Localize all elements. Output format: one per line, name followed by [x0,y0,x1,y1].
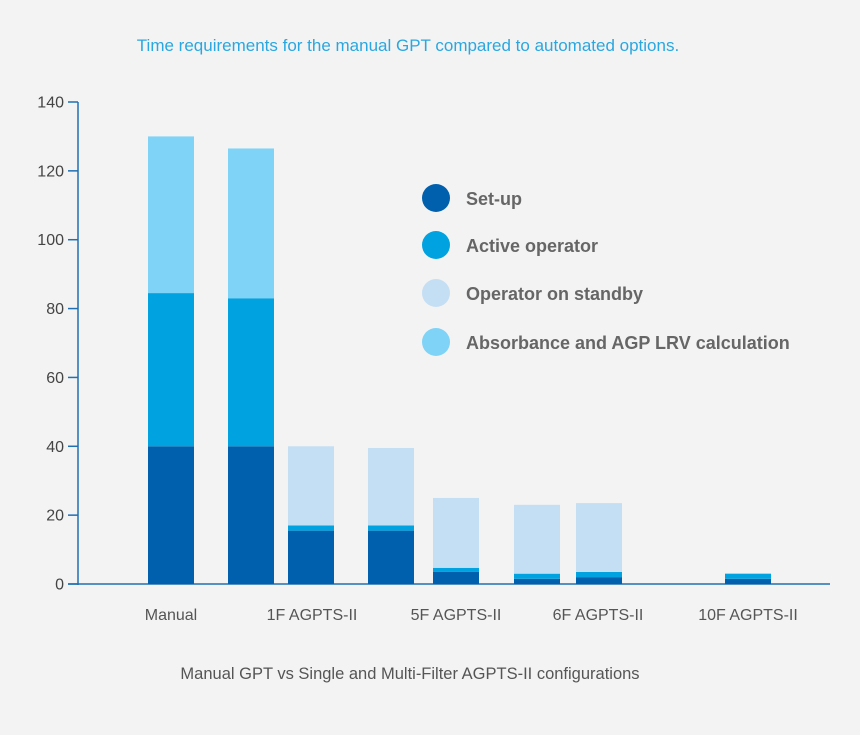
bar-segment-active-operator [228,298,274,447]
legend-swatch [422,328,450,356]
bar-segment-set-up [228,446,274,584]
bar-segment-active-operator [725,573,771,579]
legend-label: Active operator [466,236,598,256]
axes: 0 20 40 60 80 100 120 140 Manual 1F AGPTS-II 5F AG… [37,95,830,624]
x-category-label: 1F AGPTS-II [267,607,358,624]
legend-label: Operator on standby [466,284,643,304]
bar-stack [228,148,274,584]
x-category-label: 5F AGPTS-II [411,607,502,624]
bar-segment-active-operator [576,571,622,578]
bar-stack [288,446,334,584]
legend-label: Set-up [466,189,522,209]
legend-swatch [422,279,450,307]
legend: Set-up Active operator Operator on standby… [422,184,790,356]
x-category-label: 6F AGPTS-II [553,607,644,624]
bar-segment-active-operator [288,525,334,531]
y-tick-label: 100 [37,232,64,249]
y-tick-label: 60 [46,370,64,387]
bar-segment-absorbance-and-agp-lrv-calculation [228,148,274,299]
y-tick-label: 140 [37,95,64,112]
bars [148,136,771,584]
bar-segment-set-up [368,530,414,584]
legend-swatch [422,184,450,212]
bar-stack [368,448,414,584]
bar-segment-operator-on-standby [576,503,622,572]
y-tick-label: 120 [37,163,64,180]
bar-stack [514,504,560,584]
bar-stack [148,136,194,584]
bar-stack [433,497,479,584]
bar-stack [576,503,622,584]
y-tick-label: 80 [46,301,64,318]
legend-swatch [422,231,450,259]
bar-segment-absorbance-and-agp-lrv-calculation [148,136,194,294]
bar-segment-set-up [725,578,771,584]
y-tick-label: 0 [55,577,64,594]
bar-segment-operator-on-standby [288,446,334,526]
bar-segment-set-up [433,571,479,584]
x-category-label: Manual [145,607,197,624]
bar-segment-set-up [148,446,194,584]
bar-segment-operator-on-standby [368,448,414,526]
y-tick-label: 20 [46,508,64,525]
bar-segment-active-operator [368,525,414,531]
chart-title: Time requirements for the manual GPT com… [136,36,680,55]
bar-segment-active-operator [148,293,194,447]
x-category-label: 10F AGPTS-II [698,607,798,624]
bar-stack [725,573,771,584]
bar-segment-set-up [288,530,334,584]
x-axis-caption: Manual GPT vs Single and Multi-Filter AG… [180,665,640,683]
legend-label: Absorbance and AGP LRV calculation [466,333,790,353]
bar-segment-active-operator [433,567,479,572]
bar-segment-operator-on-standby [514,504,560,574]
bar-segment-active-operator [514,573,560,579]
bar-segment-set-up [576,577,622,584]
y-tick-label: 40 [46,439,64,456]
bar-segment-set-up [514,578,560,584]
bar-segment-operator-on-standby [433,497,479,568]
